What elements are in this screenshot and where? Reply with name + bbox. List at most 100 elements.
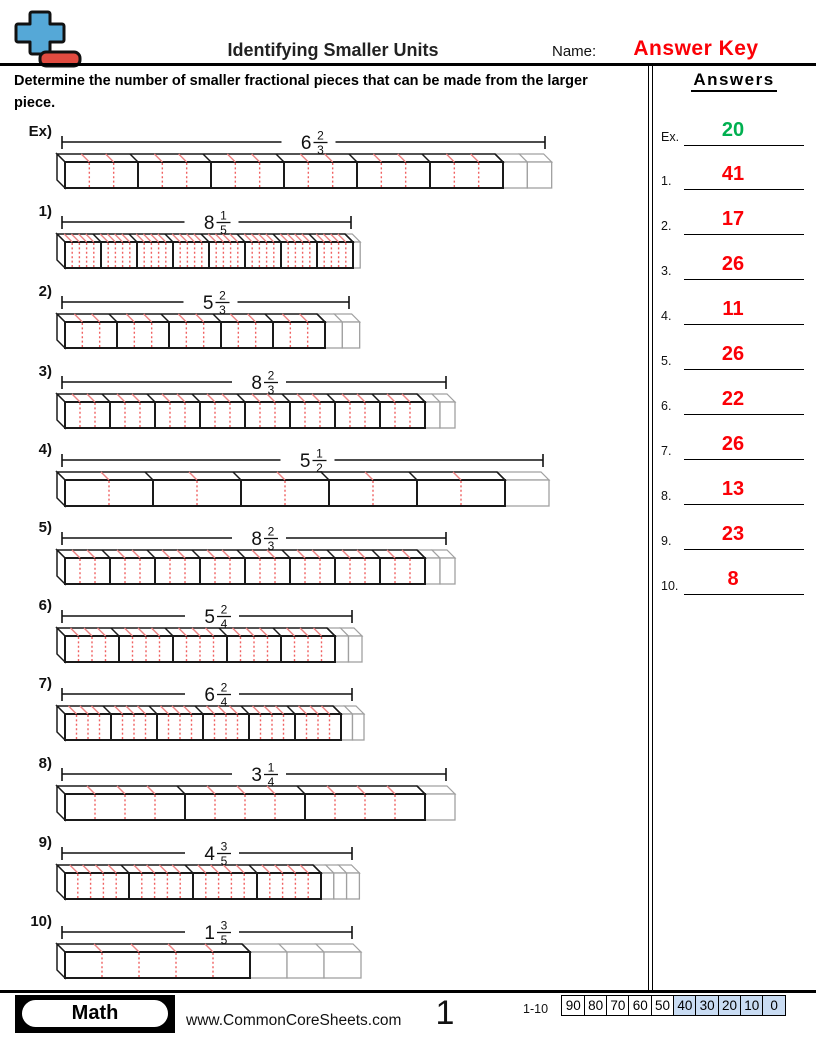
answer-row: 8. 13 [656,471,810,505]
answer-blank-line [684,189,804,190]
answer-number-label: 4. [661,309,672,323]
answer-blank-line [684,594,804,595]
svg-text:3: 3 [268,539,275,553]
fraction-bar-diagram: 2) 5 23 [39,283,362,350]
fraction-bar-diagram: 1) 8 15 [39,203,362,270]
svg-text:2): 2) [39,283,52,300]
answer-value: 17 [721,208,745,230]
svg-text:4: 4 [221,695,228,709]
svg-text:1: 1 [220,209,227,223]
score-range-label: 1-10 [523,1002,549,1016]
svg-text:3: 3 [221,919,228,933]
svg-text:Ex): Ex) [29,123,52,140]
answer-value: 41 [721,163,745,185]
problem-9: 9) 4 3 5 [0,831,648,913]
answer-number-label: 2. [661,219,672,233]
website-link: www.CommonCoreSheets.com [186,1012,402,1029]
fraction-bar-diagram: Ex) 6 23 [29,123,554,190]
answer-number-label: 6. [661,399,672,413]
svg-text:3: 3 [221,840,228,854]
svg-text:4: 4 [204,844,215,865]
score-cell: 70 [605,995,630,1016]
fraction-bar-diagram: 10) 1 35 [30,913,363,980]
fraction-bar-diagram: 3) 8 23 [39,363,457,430]
svg-text:3: 3 [251,765,262,786]
answer-row: 4. 11 [656,291,810,325]
svg-text:6: 6 [204,685,215,706]
svg-text:6): 6) [39,597,52,614]
fraction-bar-diagram: 9) 4 35 [39,834,361,901]
plus-icon [14,10,66,56]
svg-text:2: 2 [221,603,228,617]
score-cell: 60 [628,995,653,1016]
problem-2: 2) 5 2 3 [0,280,648,362]
answer-blank-line [684,414,804,415]
problem-10: 10) 1 3 5 [0,910,648,992]
score-cell: 10 [739,995,764,1016]
svg-text:1: 1 [268,761,275,775]
svg-text:6: 6 [301,133,312,154]
score-cell: 0 [762,995,787,1016]
answer-row: 6. 22 [656,381,810,415]
problem-4: 4) 5 1 2 [0,438,648,520]
score-cell: 40 [672,995,697,1016]
footer-rule [0,990,816,993]
fraction-bar-diagram: 5) 8 23 [39,519,457,586]
answer-number-label: 5. [661,354,672,368]
svg-text:8: 8 [204,213,215,234]
svg-text:5: 5 [221,854,228,868]
answer-blank-line [684,234,804,235]
answer-blank-line [684,459,804,460]
svg-text:5: 5 [300,451,311,472]
answer-number-label: 3. [661,264,672,278]
answer-row: 5. 26 [656,336,810,370]
answer-row: 1. 41 [656,156,810,190]
problem-6: 6) 5 2 4 [0,594,648,676]
svg-text:3): 3) [39,363,52,380]
svg-text:3: 3 [317,143,324,157]
answer-row: 3. 26 [656,246,810,280]
score-table: 90 80 70 60 50 40 30 20 10 0 [561,995,787,1016]
answer-row: 2. 17 [656,201,810,235]
header-rule [0,63,816,66]
answer-number-label: Ex. [661,130,680,144]
page-title: Identifying Smaller Units [227,40,439,60]
answer-value: 13 [721,478,745,500]
problem-ex: Ex) 6 2 3 [0,120,648,202]
answers-header: Answers [660,70,808,92]
svg-text:1: 1 [316,447,323,461]
problem-5: 5) 8 2 3 [0,516,648,598]
svg-text:1): 1) [39,203,52,220]
svg-text:8): 8) [39,755,52,772]
svg-text:5: 5 [221,933,228,947]
answer-number-label: 10. [661,579,679,593]
problem-8: 8) 3 1 4 [0,752,648,834]
answer-number-label: 9. [661,534,672,548]
fraction-bar-diagram: 8) 3 14 [39,755,457,822]
svg-text:1: 1 [204,923,215,944]
answer-row: 9. 23 [656,516,810,550]
answer-number-label: 7. [661,444,672,458]
answer-value: 26 [721,343,745,365]
fraction-bar-diagram: 4) 5 12 [39,441,551,508]
svg-text:5: 5 [203,293,214,314]
svg-text:2: 2 [219,289,226,303]
answer-number-label: 8. [661,489,672,503]
svg-text:4): 4) [39,441,52,458]
svg-text:4: 4 [268,775,275,789]
answer-key-text: Answer Key [633,37,759,60]
svg-text:3: 3 [268,383,275,397]
svg-text:10): 10) [30,913,52,930]
name-label: Name: [552,43,597,60]
problem-3: 3) 8 2 3 [0,360,648,442]
answer-value: 26 [721,433,745,455]
page-number: 1 [435,994,455,1032]
svg-text:3: 3 [219,303,226,317]
svg-text:2: 2 [317,129,324,143]
answer-number-label: 1. [661,174,672,188]
svg-text:4: 4 [221,617,228,631]
math-brand-logo: Math [15,995,175,1033]
plus-minus-logo [14,10,82,68]
fraction-bar-diagram: 6) 5 24 [39,597,364,664]
